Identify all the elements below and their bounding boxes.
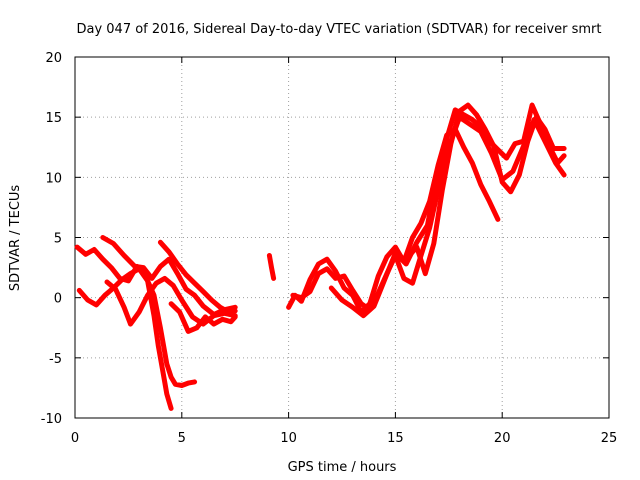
series-track-c-markers [102, 236, 236, 316]
y-tick-label: 10 [45, 171, 62, 186]
y-tick-label: 0 [54, 292, 62, 307]
series-layer [74, 101, 567, 411]
series-track-a-markers [76, 246, 195, 387]
series-track-j-markers [330, 115, 565, 318]
series-track-e-markers [159, 241, 236, 314]
x-tick-label: 25 [601, 431, 618, 446]
series-track-k [403, 102, 567, 277]
series-track-j [328, 114, 567, 319]
y-tick-label: 5 [54, 232, 62, 247]
y-axis-label: SDTVAR / TECUs [8, 185, 23, 292]
series-track-h-markers [287, 127, 499, 314]
x-tick-label: 0 [71, 431, 79, 446]
series-track-h [286, 126, 501, 315]
y-tick-label: -10 [41, 412, 62, 427]
y-tick-label: 15 [45, 111, 62, 126]
series-track-g-markers [268, 255, 275, 279]
y-tick-label: -5 [49, 352, 62, 367]
x-tick-label: 20 [494, 431, 511, 446]
x-tick-label: 10 [280, 431, 297, 446]
x-axis-label: GPS time / hours [288, 460, 397, 475]
x-tick-label: 15 [387, 431, 404, 446]
y-tick-label: 20 [45, 51, 62, 66]
series-track-g [266, 253, 277, 281]
tick-layer: 0 5 10 15 20 25 -10 -5 0 5 10 15 20 [41, 51, 618, 446]
series-track-b-markers [78, 267, 173, 409]
series-track-i-markers [292, 101, 565, 312]
series-track-f-markers [170, 302, 236, 333]
chart-title: Day 047 of 2016, Sidereal Day-to-day VTE… [76, 22, 601, 37]
x-tick-label: 5 [178, 431, 186, 446]
